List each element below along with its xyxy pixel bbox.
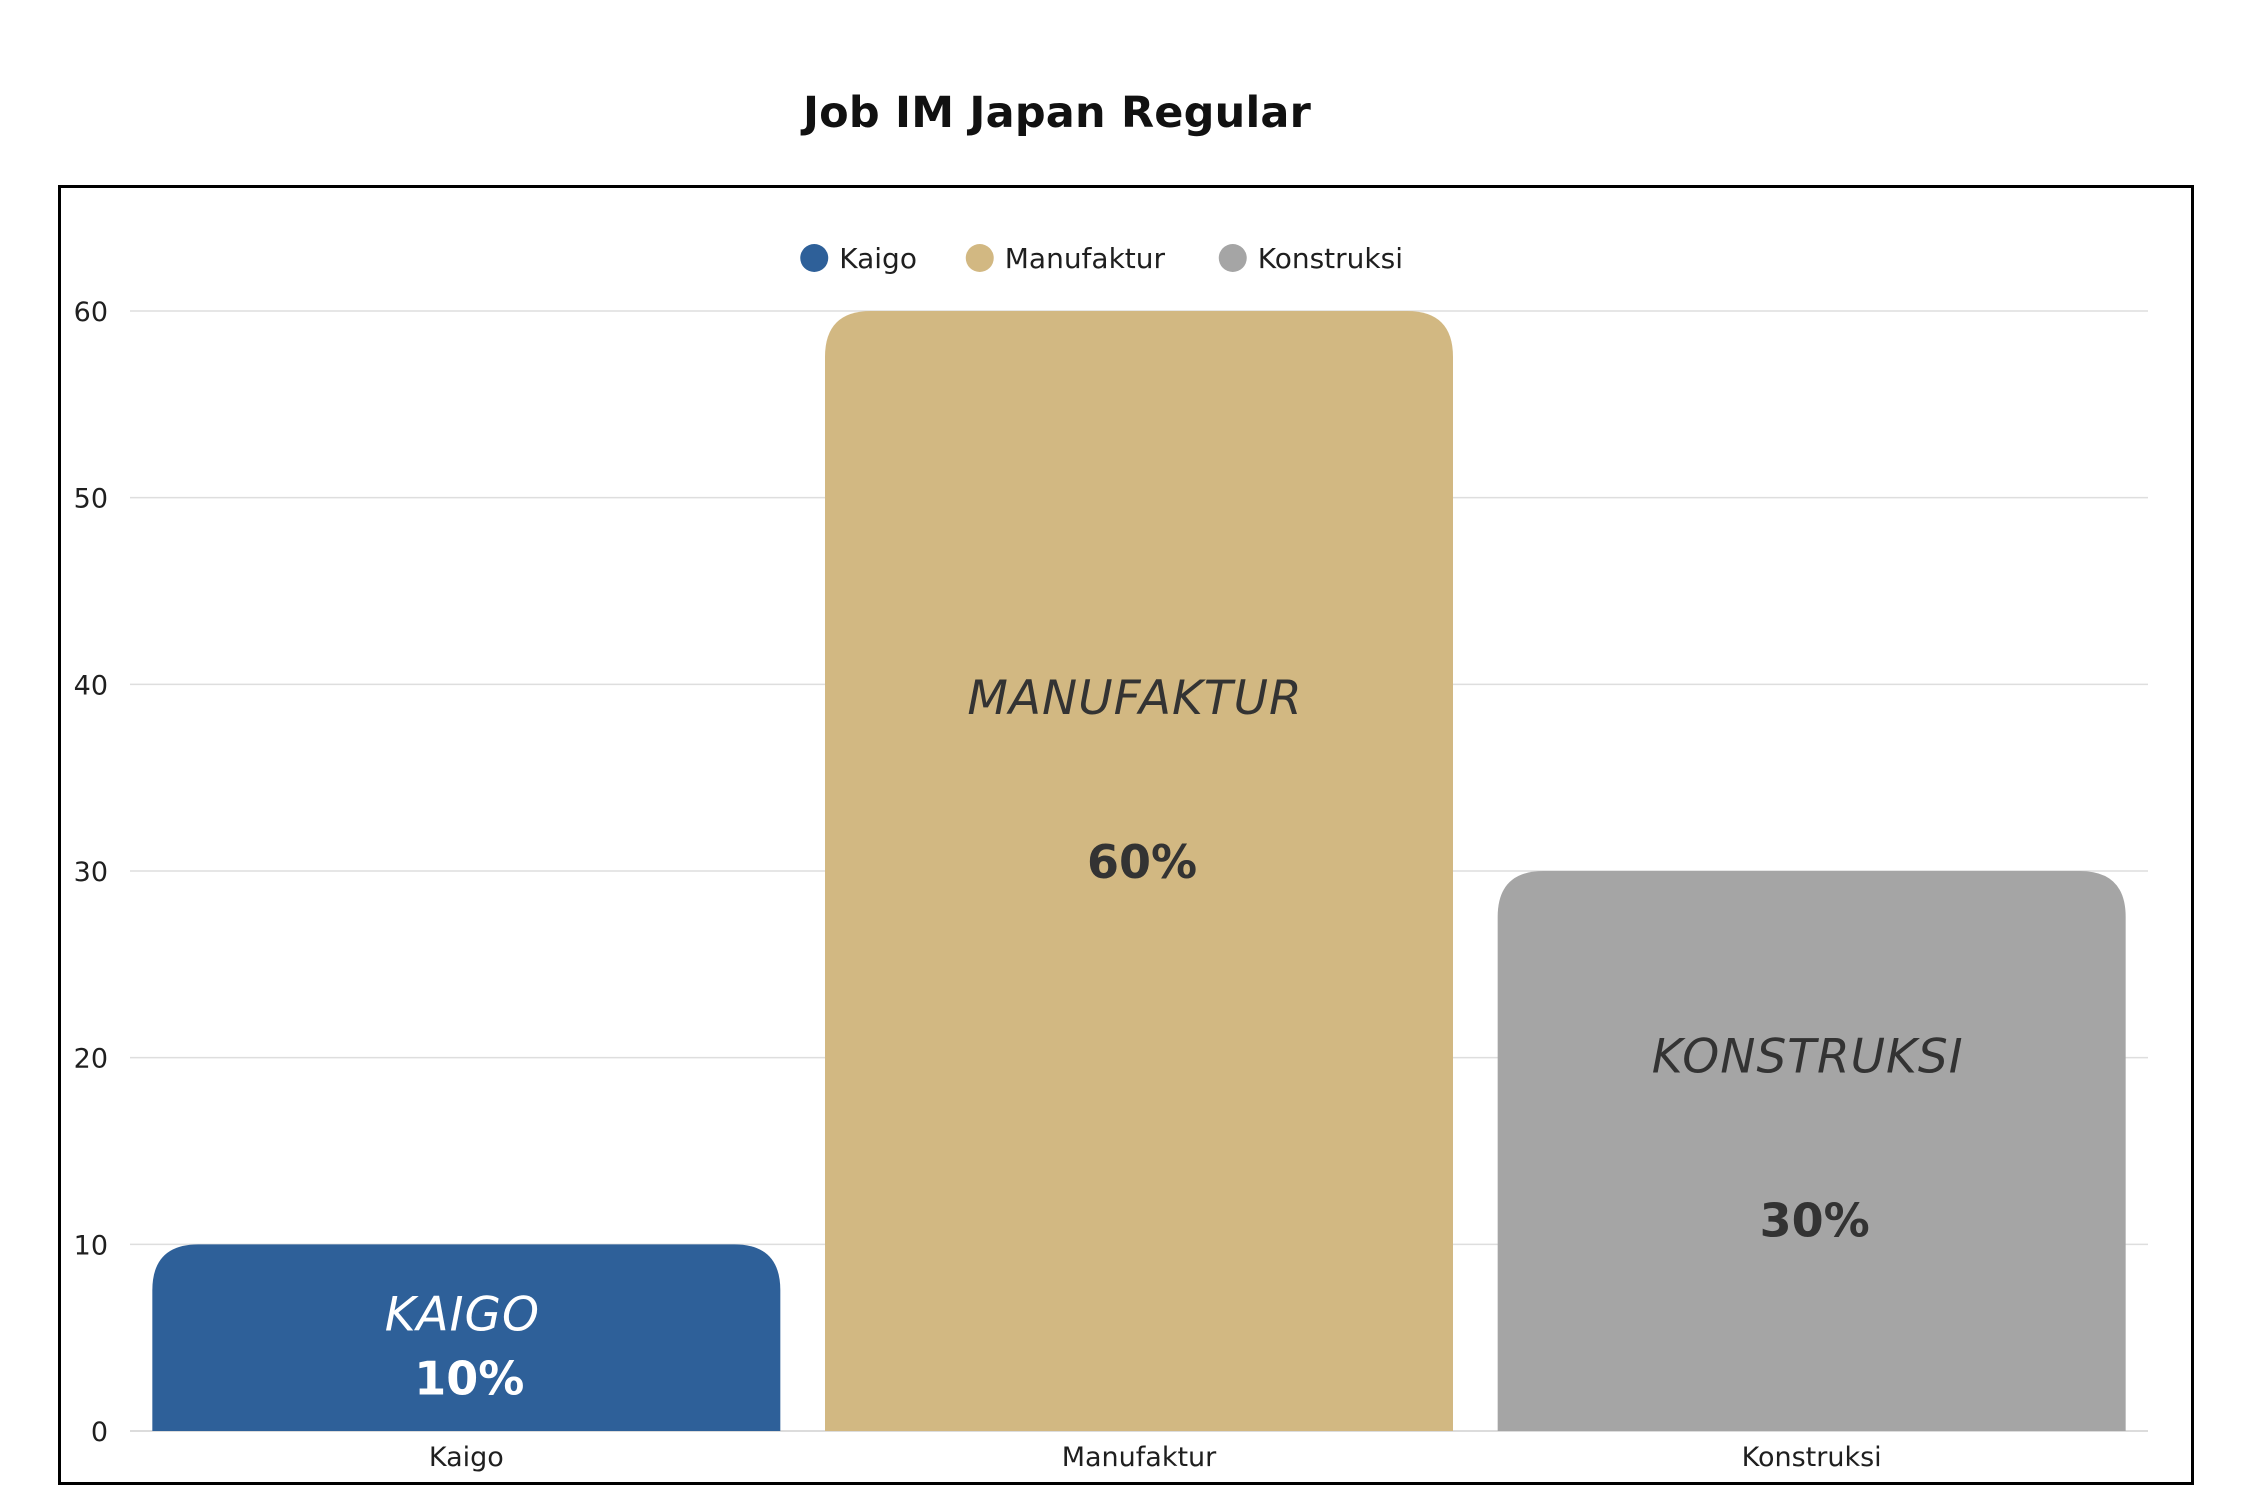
bar-category-label: KONSTRUKSI (1652, 1030, 1964, 1085)
x-tick-label: Kaigo (429, 1442, 504, 1473)
bar-konstruksi (1497, 871, 2126, 1431)
y-tick-label: 20 (74, 1044, 108, 1075)
y-tick-label: 10 (74, 1230, 108, 1261)
y-tick-label: 0 (91, 1417, 108, 1448)
legend-marker (1218, 244, 1247, 272)
y-tick-label: 60 (74, 297, 108, 328)
chart-frame: 0 10 20 30 40 50 60 KAIGO 10% Kaigo MANUFAKTUR 60% M… (58, 185, 2194, 1485)
bar-kaigo (152, 1244, 781, 1431)
legend-marker (800, 244, 829, 272)
legend-label: Konstruksi (1258, 242, 1403, 275)
chart-title: Job IM Japan Regular (802, 88, 1312, 138)
legend-label: Kaigo (839, 242, 917, 275)
legend-marker (965, 244, 994, 272)
bar-category-label: MANUFAKTUR (967, 671, 1302, 726)
bar-data-label: 60% (1087, 835, 1197, 889)
x-tick-label: Manufaktur (1062, 1442, 1217, 1473)
bar-data-label: 30% (1760, 1194, 1870, 1248)
bar-chart: 0 10 20 30 40 50 60 KAIGO 10% Kaigo MANUFAKTUR 60% M… (58, 185, 2194, 1485)
legend-label: Manufaktur (1005, 242, 1166, 275)
y-tick-label: 50 (74, 484, 108, 515)
x-tick-label: Konstruksi (1742, 1442, 1882, 1473)
bar-category-label: KAIGO (385, 1287, 540, 1342)
bar-manufaktur (825, 311, 1453, 1431)
y-tick-label: 40 (74, 670, 108, 701)
bar-data-label: 10% (414, 1351, 524, 1405)
y-tick-label: 30 (74, 857, 108, 888)
